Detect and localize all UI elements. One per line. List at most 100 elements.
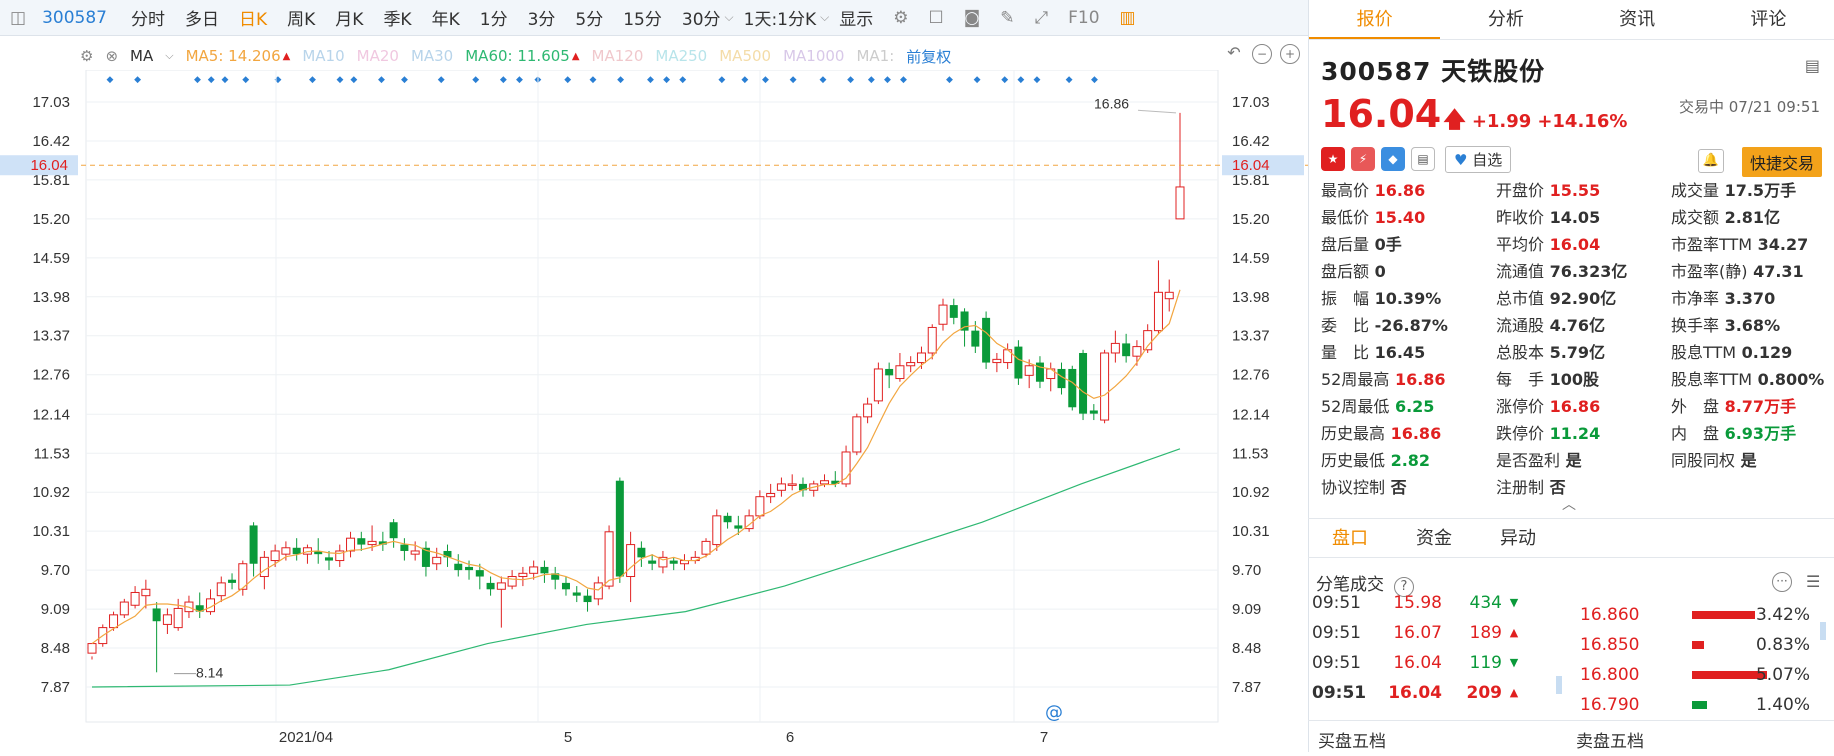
y-tick-label: 17.03 — [1232, 94, 1270, 111]
help-icon[interactable]: ? — [1394, 577, 1414, 597]
buy-five-label[interactable]: 买盘五档 — [1318, 732, 1386, 752]
stat-label: 流通值 — [1496, 262, 1545, 281]
tab-pankou[interactable]: 盘口 — [1332, 528, 1368, 549]
stat-cell: 股息TTM 0.129 — [1671, 341, 1834, 364]
chevron-down-icon[interactable]: ⌵ — [165, 49, 174, 62]
candle-body — [572, 592, 581, 596]
tag-icon[interactable]: ◆ — [1381, 147, 1405, 171]
kline-svg[interactable]: ◆◆◆◆◆◆◆◆◆◆◆◆◆◆◆◆◆◆◆◆◆◆◆◆◆◆◆◆◆◆◆◆◆◆◆◆◆◆◆1… — [0, 69, 1308, 752]
candle-body — [141, 588, 151, 597]
tab-yearly-k[interactable]: 年K — [431, 10, 460, 30]
tab-monthly-k[interactable]: 月K — [335, 10, 364, 30]
camera-icon[interactable]: ◙ — [963, 7, 981, 28]
tab-5min[interactable]: 5分 — [575, 10, 604, 30]
stat-label: 市盈率TTM — [1671, 235, 1753, 254]
y-tick-label: 13.98 — [32, 289, 70, 306]
stat-label: 量 比 — [1321, 343, 1370, 362]
candle-body — [1153, 291, 1163, 332]
ma120-label: MA120 — [591, 47, 644, 65]
list-view-icon[interactable]: ☰ — [1806, 572, 1821, 591]
tab-quarterly-k[interactable]: 季K — [383, 10, 412, 30]
tab-30min[interactable]: 30分 — [681, 10, 721, 30]
tab-15min[interactable]: 15分 — [623, 10, 662, 30]
candle-body — [776, 483, 786, 491]
kline-chart[interactable]: ◆◆◆◆◆◆◆◆◆◆◆◆◆◆◆◆◆◆◆◆◆◆◆◆◆◆◆◆◆◆◆◆◆◆◆◆◆◆◆1… — [0, 69, 1308, 752]
trade-price: 16.04 — [1388, 683, 1442, 700]
x-tick-label: 7 — [1040, 729, 1048, 746]
panel-toggle-icon[interactable]: ▥ — [1119, 7, 1136, 28]
chevron-down-icon[interactable]: ⌵ — [820, 10, 830, 24]
zoom-out-icon[interactable]: − — [1252, 44, 1272, 64]
at-icon[interactable]: @ — [1045, 702, 1063, 723]
stock-title: 300587 天铁股份 — [1321, 52, 1822, 88]
tab-weekly-k[interactable]: 周K — [287, 10, 316, 30]
collapse-panel-icon[interactable]: ▤ — [1804, 56, 1820, 75]
fullscreen-icon[interactable]: ⤢ — [1034, 7, 1049, 28]
trade-status: 交易中 07/21 09:51 — [1679, 98, 1820, 116]
china-flag-icon: ★ — [1321, 147, 1345, 171]
drawing-box-icon[interactable]: ☐ — [928, 7, 944, 28]
stock-code-tab[interactable]: 300587 — [42, 7, 107, 28]
tab-analysis[interactable]: 分析 — [1487, 9, 1524, 30]
layout-icon[interactable]: ◫ — [10, 7, 27, 28]
tab-zijin[interactable]: 资金 — [1416, 528, 1452, 549]
tab-1min[interactable]: 1分 — [479, 10, 508, 30]
stat-value: 15.40 — [1369, 208, 1426, 227]
f10-button[interactable]: F10 — [1068, 7, 1100, 28]
trades-scrollbar[interactable] — [1556, 676, 1562, 694]
note-icon[interactable]: ▤ — [1411, 147, 1435, 171]
candle-body — [938, 304, 948, 325]
trade-time: 09:51 — [1312, 623, 1361, 643]
candle-body — [626, 544, 636, 578]
candle-body — [109, 614, 119, 629]
range-select[interactable]: 1天:1分K — [743, 10, 817, 30]
tab-comments[interactable]: 评论 — [1750, 9, 1787, 30]
stat-cell: 委 比 -26.87% — [1321, 314, 1496, 337]
tab-3min[interactable]: 3分 — [527, 10, 556, 30]
tab-quote[interactable]: 报价 — [1309, 0, 1441, 39]
marker-diamond-icon: ◆ — [974, 75, 981, 85]
tab-duori[interactable]: 多日 — [184, 10, 219, 30]
candle-body — [1122, 343, 1131, 357]
display-menu[interactable]: 显示 — [839, 10, 874, 30]
settings-icon[interactable]: ⚙ — [893, 7, 909, 28]
ma-type-select[interactable]: MA — [130, 47, 154, 65]
stat-label: 流通股 — [1496, 316, 1545, 335]
fast-trade-button[interactable]: 快捷交易 — [1741, 147, 1822, 177]
tab-fenshi[interactable]: 分时 — [130, 10, 165, 30]
tab-news[interactable]: 资讯 — [1619, 9, 1656, 30]
add-watchlist-button[interactable]: ♥ 自选 — [1445, 145, 1512, 173]
stat-label: 跌停价 — [1496, 424, 1545, 443]
period-toolbar: ◫ 300587 分时 多日 日K 周K 月K 季K 年K 1分 3分 5分 1… — [0, 0, 1308, 36]
stat-value: 3.370 — [1719, 289, 1776, 308]
collapse-caret-icon[interactable]: ︿ — [1562, 497, 1576, 513]
candle-body — [1143, 330, 1153, 351]
levels-scrollbar[interactable] — [1820, 622, 1826, 640]
candle-body — [971, 330, 980, 347]
undo-icon[interactable]: ↶ — [1227, 43, 1241, 62]
level-bar — [1692, 701, 1707, 709]
zoom-in-icon[interactable]: + — [1280, 44, 1300, 64]
stat-label: 市盈率(静) — [1671, 262, 1748, 281]
sell-five-label[interactable]: 卖盘五档 — [1576, 732, 1644, 752]
stat-cell: 每 手 100股 — [1496, 368, 1671, 391]
tab-yidong[interactable]: 异动 — [1500, 528, 1536, 549]
marker-diamond-icon: ◆ — [309, 75, 316, 85]
indicator-settings-icon[interactable]: ⚙ — [80, 47, 94, 65]
chevron-down-icon[interactable]: ⌵ — [724, 10, 734, 24]
pen-icon[interactable]: ✎ — [1000, 7, 1015, 28]
adjust-select[interactable]: 前复权 — [906, 47, 952, 66]
ma250-label: MA250 — [655, 47, 708, 65]
tab-daily-k[interactable]: 日K — [238, 10, 268, 30]
marker-diamond-icon: ◆ — [564, 75, 571, 85]
stat-label: 成交额 — [1671, 208, 1720, 227]
stat-cell: 历史最高 16.86 — [1321, 422, 1496, 445]
close-icon[interactable]: ⊗ — [105, 47, 119, 65]
stat-cell: 最高价 16.86 — [1321, 179, 1496, 202]
bell-icon[interactable]: 🔔 — [1698, 149, 1724, 173]
x-tick-label: 2021/04 — [279, 729, 333, 746]
more-icon[interactable]: ··· — [1772, 572, 1792, 592]
candle-body — [357, 538, 366, 545]
limit-up-icon[interactable]: ⚡ — [1351, 147, 1375, 171]
candle-body — [270, 550, 280, 562]
